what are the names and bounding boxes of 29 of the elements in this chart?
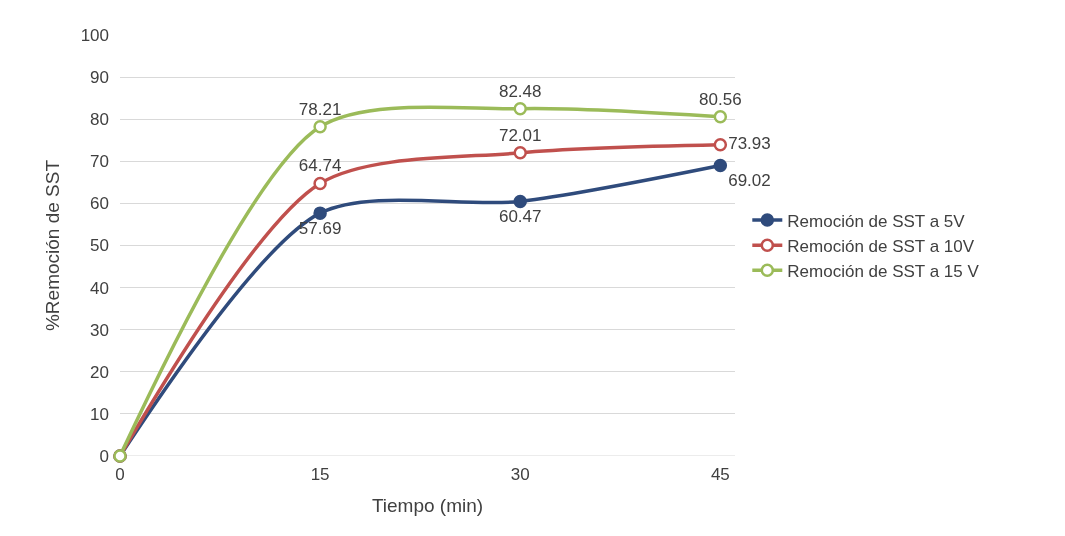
y-tick-label: 40 (90, 278, 109, 298)
x-axis-title: Tiempo (min) (371, 494, 484, 516)
legend-label: Remoción de SST a 5V (787, 211, 966, 231)
legend-label: Remoción de SST a 10V (787, 236, 975, 256)
y-tick-label: 80 (90, 110, 109, 130)
y-tick-label: 70 (90, 152, 109, 172)
y-tick-label: 30 (90, 320, 109, 340)
data-label: 60.47 (498, 207, 542, 227)
data-label: 78.21 (298, 99, 342, 119)
y-tick-label: 20 (90, 362, 109, 382)
y-tick-label: 90 (90, 68, 109, 88)
data-label: 57.69 (298, 218, 342, 238)
x-tick-label: 15 (310, 465, 330, 484)
data-label: 72.01 (498, 125, 542, 145)
data-label: 82.48 (498, 81, 542, 101)
y-tick-label: 0 (99, 446, 109, 466)
x-tick-label: 0 (115, 465, 125, 484)
data-label: 69.02 (728, 171, 771, 191)
x-tick-label: 45 (710, 465, 730, 484)
y-axis-title: %Remoción de SST (42, 159, 64, 332)
legend-label: Remoción de SST a 15 V (787, 261, 980, 281)
x-tick-label: 30 (510, 465, 530, 484)
data-label: 64.74 (298, 156, 342, 176)
data-label: 80.56 (699, 89, 742, 109)
data-label: 73.93 (728, 134, 771, 153)
y-tick-label: 60 (90, 194, 109, 214)
y-tick-label: 100 (80, 25, 109, 45)
y-tick-label: 50 (90, 236, 109, 256)
y-tick-label: 10 (90, 404, 109, 424)
